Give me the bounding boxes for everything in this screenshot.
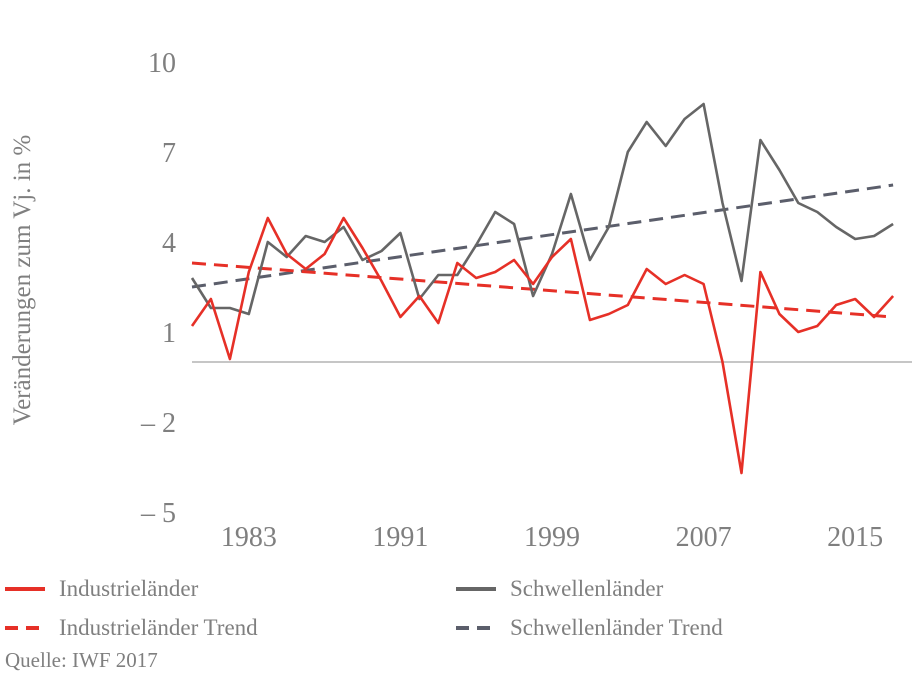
x-tick-label: 2007	[676, 522, 732, 553]
legend-swatch-schwellenlaender-trend	[456, 626, 496, 630]
x-tick-label: 1999	[524, 522, 580, 553]
legend-item-schwellenlaender: Schwellenländer	[456, 574, 663, 604]
x-axis-ticks: 1983 1991 1999 2007 2015	[221, 522, 883, 553]
series-layer	[190, 102, 895, 475]
legend-swatch-industrielaender-trend	[5, 626, 45, 630]
legend-label-schwellenlaender: Schwellenländer	[510, 576, 664, 601]
y-tick-label: 4	[162, 228, 176, 259]
x-tick-label: 2015	[827, 522, 883, 553]
legend-item-industrielaender-trend: Industrieländer Trend	[5, 613, 258, 643]
series-line-schwellenlaender	[190, 102, 894, 316]
legend-label-schwellenlaender-trend: Schwellenländer Trend	[510, 615, 723, 640]
x-tick-label: 1991	[372, 522, 428, 553]
series-line-schwellenlaender-trend	[191, 183, 894, 289]
source-note: Quelle: IWF 2017	[5, 648, 158, 672]
legend-swatch-schwellenlaender	[456, 587, 496, 591]
y-tick-label: – 2	[140, 408, 176, 439]
y-tick-label: – 5	[140, 498, 176, 529]
legend-item-industrielaender: Industrieländer	[5, 574, 198, 604]
y-tick-label: 7	[162, 138, 176, 169]
legend-item-schwellenlaender-trend: Schwellenländer Trend	[456, 613, 723, 643]
series-line-industrielaender	[190, 216, 895, 475]
legend-swatch-industrielaender	[5, 587, 45, 591]
legend-label-industrielaender-trend: Industrieländer Trend	[59, 615, 258, 640]
x-tick-label: 1983	[221, 522, 277, 553]
y-tick-label: 10	[148, 48, 176, 79]
y-axis-ticks: 10 7 4 1 – 2 – 5	[140, 48, 176, 529]
y-axis-label: Veränderungen zum Vj. in %	[9, 135, 36, 425]
y-tick-label: 1	[162, 318, 176, 349]
legend-label-industrielaender: Industrieländer	[59, 576, 199, 601]
